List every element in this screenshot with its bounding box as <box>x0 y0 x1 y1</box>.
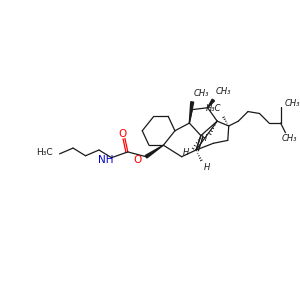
Polygon shape <box>208 99 214 108</box>
Text: O: O <box>118 129 126 139</box>
Text: H₃C: H₃C <box>36 148 53 158</box>
Polygon shape <box>145 145 164 158</box>
Text: CH₃: CH₃ <box>284 99 300 108</box>
Text: CH₃: CH₃ <box>193 89 209 98</box>
Text: H₃C: H₃C <box>206 104 221 113</box>
Text: CH₃: CH₃ <box>282 134 297 143</box>
Text: H: H <box>183 148 189 158</box>
Text: H: H <box>200 134 207 143</box>
Text: H: H <box>204 163 210 172</box>
Text: NH: NH <box>98 154 113 165</box>
Text: CH₃: CH₃ <box>215 87 231 96</box>
Text: O: O <box>133 154 142 165</box>
Polygon shape <box>189 102 194 123</box>
